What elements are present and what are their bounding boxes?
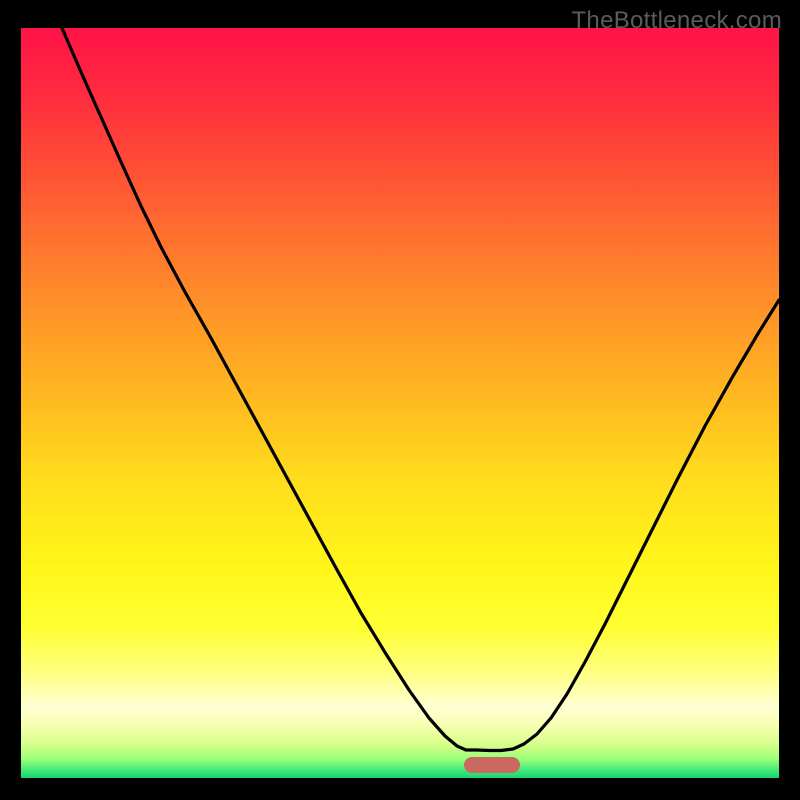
watermark-text: TheBottleneck.com xyxy=(571,7,782,35)
chart-root: TheBottleneck.com xyxy=(0,0,800,800)
optimal-marker xyxy=(464,757,520,773)
gradient-plot-area xyxy=(21,28,779,778)
bottleneck-curve xyxy=(21,28,779,778)
curve-path xyxy=(62,28,779,751)
